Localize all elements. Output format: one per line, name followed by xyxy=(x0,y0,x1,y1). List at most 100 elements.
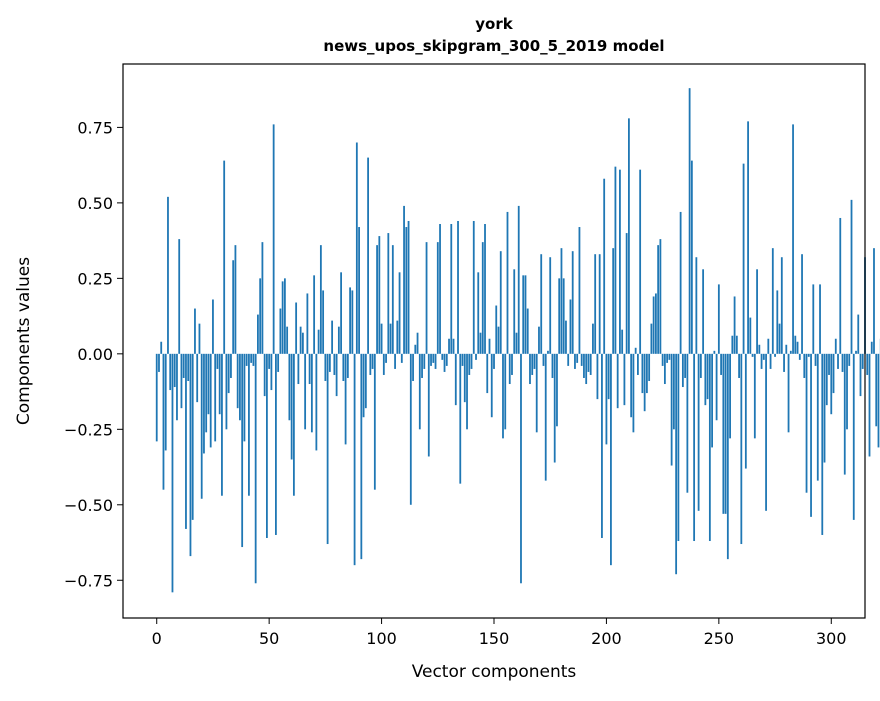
bar xyxy=(565,321,567,354)
chart-title: york xyxy=(475,15,513,33)
bar xyxy=(621,330,623,354)
bar xyxy=(181,354,183,408)
bar xyxy=(635,348,637,354)
bar xyxy=(700,354,702,378)
bar xyxy=(668,354,670,360)
bar xyxy=(727,354,729,559)
bar xyxy=(853,354,855,520)
bar xyxy=(385,354,387,363)
bar xyxy=(423,354,425,369)
bar xyxy=(432,354,434,363)
bar xyxy=(794,336,796,354)
bar xyxy=(547,351,549,354)
bar xyxy=(650,324,652,354)
bar xyxy=(873,248,875,354)
bar xyxy=(844,354,846,475)
bar xyxy=(801,254,803,354)
bar xyxy=(799,354,801,360)
bar xyxy=(815,354,817,366)
bar xyxy=(349,287,351,353)
bar xyxy=(174,354,176,387)
bar xyxy=(747,121,749,353)
y-tick-label: 0.50 xyxy=(77,194,113,213)
bar xyxy=(653,296,655,353)
bar xyxy=(826,354,828,405)
bar xyxy=(381,324,383,354)
bar xyxy=(646,354,648,393)
bar xyxy=(248,354,250,496)
bar xyxy=(509,354,511,384)
bar xyxy=(327,354,329,544)
bar xyxy=(866,354,868,375)
bar xyxy=(540,254,542,354)
bar xyxy=(821,354,823,535)
x-tick-label: 200 xyxy=(591,629,622,648)
bar xyxy=(522,275,524,354)
bar xyxy=(731,336,733,354)
bar xyxy=(707,354,709,399)
bar xyxy=(513,269,515,354)
bar xyxy=(504,354,506,429)
x-tick-label: 0 xyxy=(152,629,162,648)
bar xyxy=(819,284,821,353)
bar xyxy=(446,354,448,366)
bar xyxy=(160,342,162,354)
bar xyxy=(682,354,684,387)
bar xyxy=(253,354,255,366)
bar xyxy=(396,321,398,354)
bar xyxy=(806,354,808,493)
bar xyxy=(642,354,644,393)
bar xyxy=(878,354,880,448)
bar xyxy=(588,354,590,372)
bar xyxy=(574,354,576,369)
bar xyxy=(475,354,477,360)
bar xyxy=(178,239,180,354)
bar xyxy=(835,339,837,354)
bar xyxy=(538,327,540,354)
bar xyxy=(617,354,619,408)
bar xyxy=(297,354,299,384)
bar xyxy=(405,227,407,354)
bar xyxy=(365,354,367,408)
bar xyxy=(226,354,228,429)
bar xyxy=(232,260,234,354)
bar xyxy=(284,278,286,353)
bar xyxy=(383,354,385,375)
bar xyxy=(536,354,538,433)
bar xyxy=(525,275,527,354)
bar xyxy=(347,354,349,378)
bar xyxy=(169,354,171,390)
bar xyxy=(369,354,371,375)
bar xyxy=(702,269,704,354)
bar xyxy=(399,272,401,354)
bar xyxy=(338,327,340,354)
bar xyxy=(203,354,205,454)
bar xyxy=(466,354,468,429)
bar xyxy=(430,354,432,366)
bar xyxy=(500,251,502,354)
bar xyxy=(738,354,740,378)
bar xyxy=(259,278,261,353)
bar xyxy=(421,354,423,378)
bar xyxy=(250,354,252,363)
bar xyxy=(264,354,266,396)
bar xyxy=(266,354,268,538)
bar xyxy=(502,354,504,439)
bar xyxy=(639,170,641,354)
bar xyxy=(842,354,844,372)
bar xyxy=(576,354,578,363)
bar xyxy=(603,179,605,354)
bar xyxy=(387,233,389,354)
bar xyxy=(471,354,473,369)
bar xyxy=(716,354,718,420)
bar xyxy=(626,233,628,354)
bar xyxy=(230,354,232,378)
bar xyxy=(498,327,500,354)
bar xyxy=(691,161,693,354)
bar xyxy=(684,354,686,378)
bar xyxy=(527,309,529,354)
bar xyxy=(340,272,342,354)
y-tick-label: −0.25 xyxy=(64,420,113,439)
y-axis-ticks: −0.75−0.50−0.250.000.250.500.75 xyxy=(64,118,123,590)
bar xyxy=(448,339,450,354)
